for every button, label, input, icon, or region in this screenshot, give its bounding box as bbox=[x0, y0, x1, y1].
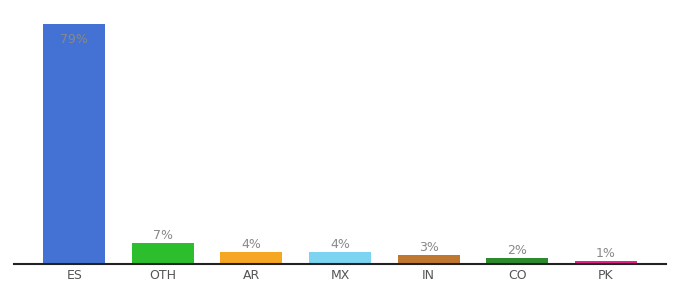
Bar bbox=[309, 252, 371, 264]
Bar bbox=[575, 261, 636, 264]
Text: 1%: 1% bbox=[596, 247, 615, 260]
Text: 4%: 4% bbox=[241, 238, 261, 250]
Text: 3%: 3% bbox=[419, 241, 439, 254]
Bar bbox=[398, 255, 460, 264]
Bar bbox=[44, 24, 105, 264]
Text: 7%: 7% bbox=[153, 229, 173, 242]
Bar bbox=[132, 243, 194, 264]
Text: 79%: 79% bbox=[61, 33, 88, 46]
Text: 2%: 2% bbox=[507, 244, 527, 257]
Bar bbox=[220, 252, 282, 264]
Bar bbox=[486, 258, 548, 264]
Text: 4%: 4% bbox=[330, 238, 350, 250]
